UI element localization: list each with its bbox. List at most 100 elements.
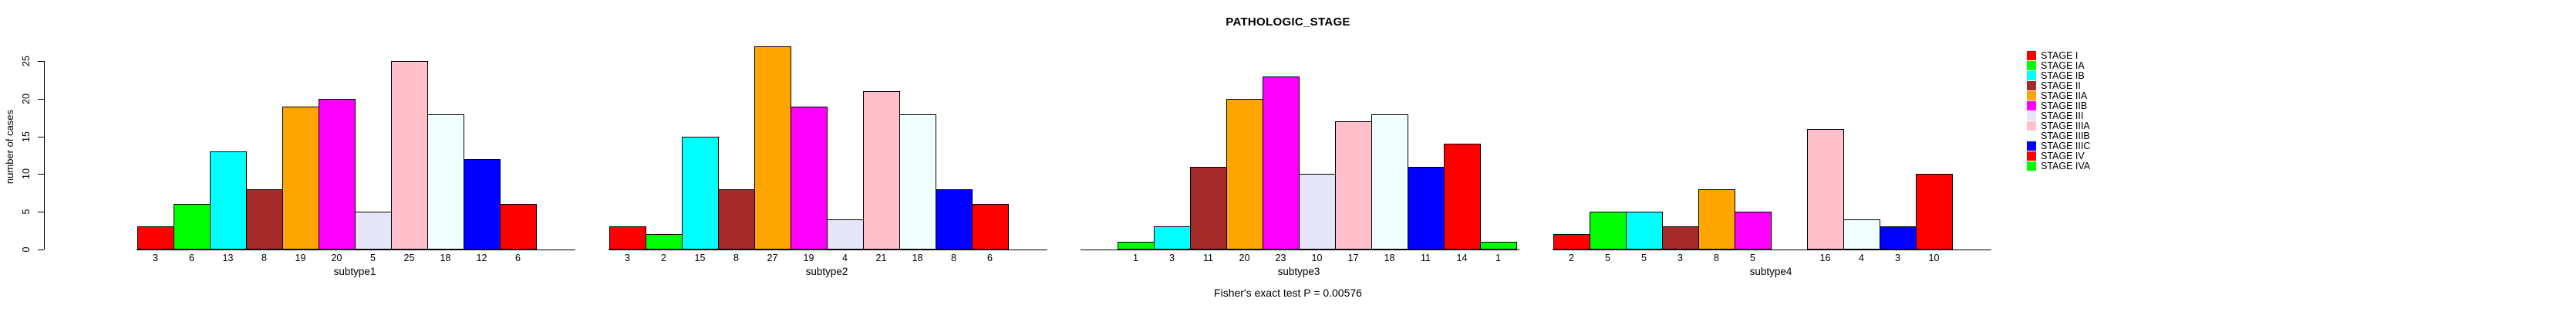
y-axis-tick <box>38 61 44 63</box>
chart-title: PATHOLOGIC_STAGE <box>1226 15 1350 29</box>
legend-swatch-stage-iiib <box>2027 131 2036 141</box>
bar-subtype4-stage-ib <box>1626 211 1663 250</box>
bar-subtype1-stage-ia <box>174 204 211 250</box>
y-axis-line <box>44 61 45 250</box>
bar-value-label: 11 <box>1203 252 1213 263</box>
bar-value-label: 8 <box>1714 252 1719 263</box>
bar-subtype3-stage-iiic <box>1408 166 1445 250</box>
bar-subtype4-stage-iiib <box>1843 219 1880 250</box>
legend-label-stage-iva: STAGE IVA <box>2041 161 2091 171</box>
bar-value-label: 5 <box>1750 252 1755 263</box>
bar-value-label: 17 <box>1347 252 1359 263</box>
bar-subtype4-stage-iv <box>1916 174 1953 250</box>
y-axis-tick-label: 15 <box>21 131 32 142</box>
bar-subtype3-stage-iiia <box>1335 121 1372 250</box>
bar-value-label: 8 <box>733 252 739 263</box>
bar-subtype3-stage-ib <box>1154 226 1191 250</box>
legend-swatch-stage-iia <box>2027 91 2036 100</box>
bar-subtype1-stage-ib <box>210 151 247 250</box>
x-axis-title-subtype3: subtype3 <box>1277 265 1320 277</box>
bar-value-label: 18 <box>440 252 451 263</box>
bar-subtype2-stage-iv <box>972 204 1009 250</box>
legend-label-stage-iib: STAGE IIB <box>2041 100 2088 111</box>
bar-value-label: 19 <box>803 252 814 263</box>
bar-subtype3-stage-iib <box>1263 76 1300 250</box>
legend-swatch-stage-iva <box>2027 161 2036 171</box>
legend-label-stage-iii: STAGE III <box>2041 110 2084 121</box>
bar-value-label: 15 <box>694 252 706 263</box>
bar-subtype1-stage-ii <box>246 188 283 250</box>
bar-value-label: 18 <box>1384 252 1395 263</box>
bar-subtype2-stage-i <box>609 226 646 250</box>
legend-label-stage-iiib: STAGE IIIB <box>2041 131 2090 141</box>
bar-value-label: 3 <box>1169 252 1175 263</box>
bar-value-label: 20 <box>1239 252 1250 263</box>
legend-swatch-stage-ib <box>2027 71 2036 80</box>
bar-value-label: 13 <box>222 252 234 263</box>
bar-subtype3-stage-iv <box>1444 144 1481 250</box>
legend-label-stage-iiia: STAGE IIIA <box>2041 121 2090 131</box>
bar-subtype1-stage-i <box>137 226 174 250</box>
bar-value-label: 5 <box>1605 252 1610 263</box>
y-axis-label-text: number of cases <box>4 109 15 185</box>
bar-value-label: 16 <box>1819 252 1831 263</box>
legend-swatch-stage-iib <box>2027 101 2036 110</box>
bar-value-label: 8 <box>951 252 956 263</box>
legend-label-stage-iv: STAGE IV <box>2041 151 2085 161</box>
y-axis-tick-label: 10 <box>21 168 32 180</box>
bar-value-label: 20 <box>331 252 342 263</box>
bar-value-label: 1 <box>1495 252 1501 263</box>
x-axis-title-subtype2: subtype2 <box>805 265 848 277</box>
bar-subtype1-stage-iiic <box>464 158 501 250</box>
bar-value-label: 10 <box>1311 252 1323 263</box>
y-axis-label: number of cases <box>2 93 18 201</box>
legend-label-stage-i: STAGE I <box>2041 50 2079 61</box>
bar-subtype2-stage-ib <box>682 136 719 250</box>
bar-value-label: 3 <box>1677 252 1683 263</box>
bar-subtype3-stage-iia <box>1226 99 1263 250</box>
bar-value-label: 2 <box>661 252 666 263</box>
legend-label-stage-iia: STAGE IIA <box>2041 90 2088 101</box>
bar-value-label: 3 <box>625 252 630 263</box>
y-axis-tick-label: 0 <box>21 246 32 252</box>
y-axis-tick-label: 20 <box>21 93 32 104</box>
bar-subtype2-stage-iiic <box>936 188 973 250</box>
bar-value-label: 12 <box>476 252 487 263</box>
bar-subtype3-stage-iva <box>1480 241 1517 250</box>
bar-subtype4-stage-iiia <box>1807 128 1844 250</box>
x-axis-title-subtype4: subtype4 <box>1749 265 1792 277</box>
bar-subtype3-stage-iiib <box>1371 114 1408 250</box>
bar-subtype1-stage-iib <box>319 99 356 250</box>
y-axis-tick <box>38 99 44 100</box>
legend-swatch-stage-i <box>2027 51 2036 60</box>
legend-swatch-stage-iii <box>2027 111 2036 121</box>
bar-subtype4-stage-ii <box>1662 226 1699 250</box>
legend-swatch-stage-ia <box>2027 61 2036 70</box>
bar-value-label: 25 <box>403 252 415 263</box>
bar-value-label: 23 <box>1275 252 1286 263</box>
bar-value-label: 6 <box>189 252 194 263</box>
legend-label-stage-iiic: STAGE IIIC <box>2041 141 2091 151</box>
bar-subtype3-stage-ia <box>1118 241 1155 250</box>
legend-swatch-stage-iiia <box>2027 121 2036 131</box>
bar-value-label: 21 <box>875 252 887 263</box>
bar-subtype2-stage-iib <box>791 106 828 250</box>
bar-subtype1-stage-iiia <box>391 61 428 250</box>
bar-subtype1-stage-iv <box>500 204 537 250</box>
bar-value-label: 27 <box>767 252 778 263</box>
bar-value-label: 6 <box>515 252 521 263</box>
legend-label-stage-ib: STAGE IB <box>2041 70 2085 81</box>
bar-subtype2-stage-iii <box>827 219 864 250</box>
y-axis-tick <box>38 136 44 138</box>
bar-value-label: 3 <box>1895 252 1900 263</box>
bar-subtype3-stage-ii <box>1190 166 1227 250</box>
bar-value-label: 19 <box>295 252 306 263</box>
bar-value-label: 10 <box>1928 252 1940 263</box>
legend-swatch-stage-ii <box>2027 81 2036 90</box>
bar-value-label: 4 <box>1859 252 1864 263</box>
bar-subtype2-stage-iia <box>754 46 791 250</box>
bar-value-label: 5 <box>1641 252 1647 263</box>
bar-subtype3-stage-iii <box>1299 174 1336 250</box>
bar-subtype4-stage-i <box>1553 234 1590 250</box>
